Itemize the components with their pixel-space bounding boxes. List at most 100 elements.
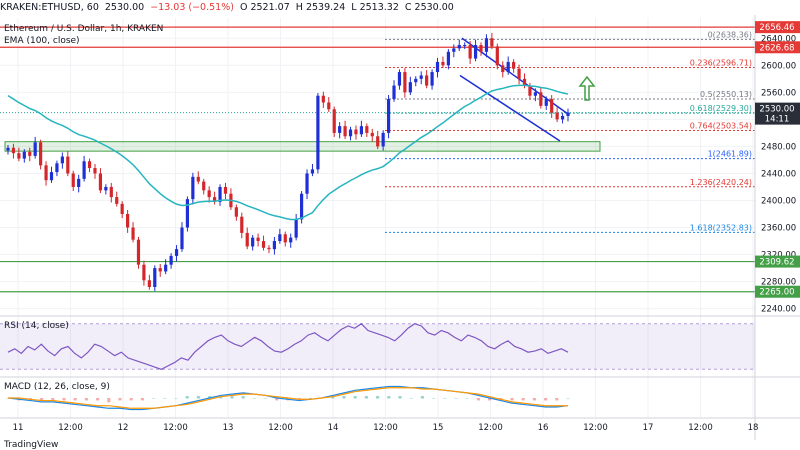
candle-body: [82, 161, 86, 179]
macd-histogram-bar: [353, 396, 357, 399]
macd-histogram-bar: [51, 398, 55, 401]
macd-title: MACD (12, 26, close, 9): [4, 382, 110, 392]
level-tag-label: 2309.62: [759, 258, 794, 268]
candle-body: [316, 95, 320, 170]
candle-body: [490, 38, 494, 47]
candle-body: [185, 199, 190, 228]
candle-body: [501, 65, 505, 73]
candle-body: [517, 68, 521, 79]
fib-label: 1.236(2420.24): [690, 178, 752, 187]
macd-histogram-bar: [521, 398, 525, 401]
last-price: 2530.00: [104, 2, 145, 13]
macd-histogram-bar: [275, 398, 279, 401]
candle-body: [566, 112, 570, 116]
macd-histogram-bar: [241, 396, 245, 399]
macd-histogram-bar: [129, 398, 133, 401]
low-label: L: [351, 2, 357, 13]
candle-body: [131, 227, 135, 240]
candle-body: [267, 247, 271, 250]
candle-body: [386, 99, 391, 133]
legend-ema: EMA (100, close): [4, 36, 80, 46]
close-value: 2530.00: [414, 2, 454, 13]
macd-histogram-bar: [387, 396, 391, 399]
symbol-label[interactable]: KRAKEN:ETHUSD, 60: [0, 2, 99, 13]
macd-histogram-bar: [264, 398, 268, 399]
y-tick-label: 2240.00: [761, 305, 796, 315]
macd-histogram-bar: [174, 398, 178, 399]
candle-body: [153, 268, 157, 287]
macd-histogram-bar: [465, 398, 469, 399]
x-tick-label: 12:00: [688, 423, 713, 433]
macd-histogram-bar: [208, 396, 212, 399]
candle-body: [343, 126, 347, 137]
candle-body: [218, 186, 222, 202]
candle-body: [272, 241, 277, 250]
candle-body: [376, 136, 380, 147]
candle-body: [365, 126, 369, 133]
level-tag-label: 2626.68: [759, 43, 794, 53]
price-change: −13.03 (−0.51%): [150, 2, 234, 13]
candle-body: [289, 237, 293, 243]
channel-lower: [459, 74, 561, 142]
candle-body: [403, 72, 407, 93]
candle-body: [283, 234, 287, 243]
macd-histogram-bar: [62, 398, 66, 401]
fib-label: 0.5(2550.13): [700, 90, 752, 99]
candles: [6, 32, 570, 292]
candle-body: [77, 178, 81, 187]
level-lines: 0(2638.36) 0.236(2596.71) 0.5(2550.13) 0.61…: [0, 26, 755, 293]
x-tick-label: 12:00: [478, 423, 503, 433]
y-tick-label: 2560.00: [761, 88, 796, 98]
candle-body: [234, 207, 238, 217]
level-tag: [755, 255, 800, 268]
candle-body: [441, 61, 445, 66]
candle-body: [430, 72, 434, 86]
candle-body: [354, 129, 358, 135]
candle-body: [196, 176, 200, 182]
level-tag: [755, 41, 800, 54]
candle-body: [479, 45, 483, 52]
candle-body: [71, 173, 75, 187]
candle-body: [419, 75, 423, 79]
macd-histogram-bar: [185, 396, 189, 399]
candle-body: [251, 237, 255, 247]
macd-histogram-bar: [544, 398, 548, 401]
candle-body: [435, 61, 440, 73]
y-tick-label: 2360.00: [761, 224, 796, 234]
candle-body: [17, 153, 21, 159]
candle-body: [550, 99, 554, 113]
level-tag: [755, 285, 800, 298]
high-label: H: [295, 2, 303, 13]
candle-body: [142, 264, 146, 281]
candle-body: [126, 214, 130, 228]
axes: 2640.002600.002560.002520.002480.002440.…: [0, 15, 800, 440]
macd-histogram-bar: [432, 398, 436, 399]
macd-histogram-bar: [532, 398, 536, 401]
candle-body: [370, 132, 374, 137]
candle-body: [245, 232, 249, 247]
open-value: 2521.07: [250, 2, 290, 13]
x-tick-label: 13: [223, 423, 234, 433]
x-tick-label: 12:00: [373, 423, 398, 433]
candle-body: [555, 112, 559, 120]
candle-body: [240, 216, 244, 233]
y-tick-label: 2280.00: [761, 278, 796, 288]
candle-body: [528, 85, 532, 96]
rsi-panel: 60.0040.00: [0, 322, 787, 370]
candle-body: [191, 176, 195, 200]
level-tag: [755, 21, 800, 34]
rsi-title: RSI (14, close): [4, 321, 69, 331]
x-tick-label: 12: [118, 423, 129, 433]
candle-body: [22, 151, 26, 159]
y-tick-label: 2400.00: [761, 196, 796, 206]
candle-body: [359, 126, 363, 135]
x-tick-label: 17: [643, 423, 654, 433]
macd-histogram-bar: [118, 398, 122, 401]
candle-body: [49, 172, 54, 181]
fib-label: 1(2461.89): [708, 150, 752, 159]
candle-body: [93, 168, 97, 174]
x-tick-label: 12:00: [58, 423, 83, 433]
macd-histogram-bar: [454, 398, 458, 399]
candle-body: [202, 181, 206, 191]
